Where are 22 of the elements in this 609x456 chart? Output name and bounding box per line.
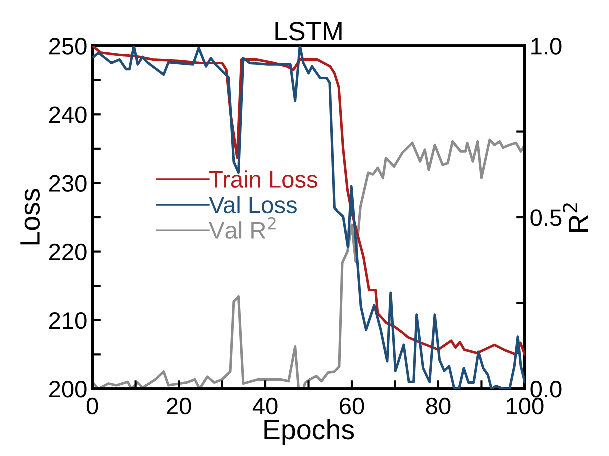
y2-tick-label: 0.5 <box>530 210 562 226</box>
x-tick-label: 20 <box>167 398 192 415</box>
y2-tick-label: 0.0 <box>530 381 562 398</box>
legend-label: Val R$^{2}$ <box>209 217 276 239</box>
x-tick-label: 40 <box>252 398 278 415</box>
x-tick-label: 100 <box>507 398 544 415</box>
y-tick-label: 220 <box>50 244 87 261</box>
y-tick-label: 230 <box>50 175 87 192</box>
legend-label: Val Loss <box>209 196 297 214</box>
y2-axis-title: R$^{2}$ <box>563 204 588 232</box>
chart-title: LSTM <box>276 22 342 41</box>
y-tick-label: 210 <box>50 312 87 330</box>
x-tick-label: 60 <box>340 398 364 415</box>
y-axis-title: Loss <box>20 189 40 245</box>
y-tick-label: 250 <box>50 38 87 55</box>
x-axis-title: Epochs <box>264 419 354 446</box>
x-tick-label: 80 <box>426 398 451 415</box>
legend-label: Train Loss <box>210 170 318 188</box>
y-tick-label: 200 <box>50 381 87 398</box>
x-tick-label: 0 <box>86 398 98 415</box>
y2-tick-label: 1.0 <box>532 38 562 55</box>
y-tick-label: 240 <box>50 106 87 124</box>
